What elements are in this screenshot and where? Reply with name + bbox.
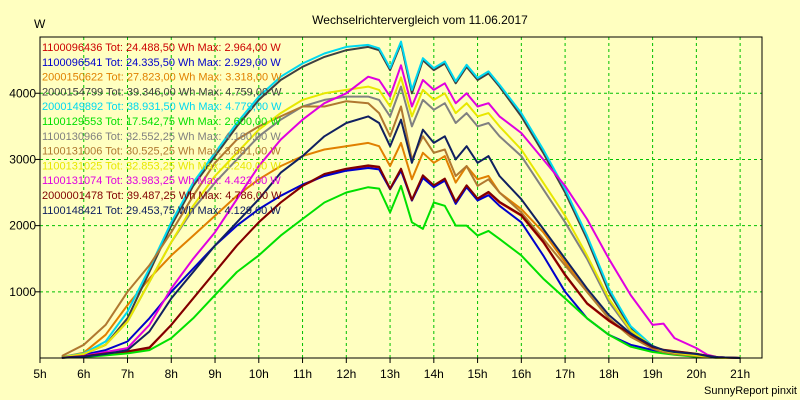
x-tick-label: 5h bbox=[33, 367, 46, 381]
plot-border bbox=[39, 36, 763, 359]
x-tick-label: 19h bbox=[643, 367, 663, 381]
x-tick-label: 13h bbox=[380, 367, 400, 381]
legend-entry: 1100130966 Tot: 32.552,25 Wh Max: 4.160,… bbox=[42, 131, 281, 143]
legend-entry: 2000154799 Tot: 39.346,00 Wh Max: 4.759,… bbox=[42, 86, 282, 98]
chart-title: Wechselrichtervergleich vom 11.06.2017 bbox=[312, 13, 528, 27]
x-tick-label: 14h bbox=[424, 367, 444, 381]
legend-entry: 1100131074 Tot: 33.983,25 Wh Max: 4.423,… bbox=[42, 175, 281, 187]
x-tick-label: 17h bbox=[555, 367, 575, 381]
legend-entry: 2000150622 Tot: 27.823,00 Wh Max: 3.318,… bbox=[42, 72, 282, 84]
y-tick-label: 2000 bbox=[9, 219, 36, 233]
legend-entry: 2000149892 Tot: 38.931,50 Wh Max: 4.779,… bbox=[42, 101, 282, 113]
series-line-1100129553 bbox=[61, 184, 741, 359]
y-axis-label: W bbox=[34, 17, 46, 31]
series-line-1100096541 bbox=[61, 167, 741, 359]
x-tick-label: 6h bbox=[77, 367, 90, 381]
y-tick-label: 1000 bbox=[9, 285, 36, 299]
series-line-1100131025 bbox=[61, 76, 741, 359]
series-line-1100131074 bbox=[61, 64, 741, 359]
x-tick-label: 8h bbox=[165, 367, 178, 381]
legend-entry: 1100096436 Tot: 24.488,50 Wh Max: 2.964,… bbox=[42, 42, 281, 54]
series-line-1100131006 bbox=[61, 100, 741, 359]
x-tick-label: 18h bbox=[599, 367, 619, 381]
legend-entry: 1100148421 Tot: 29.453,75 Wh Max: 4.129,… bbox=[42, 205, 281, 217]
legend-entry: 1100131006 Tot: 30.525,25 Wh Max: 3.881,… bbox=[42, 146, 281, 158]
plot-frame bbox=[39, 36, 763, 359]
series-line-1100148421 bbox=[61, 115, 741, 359]
x-tick-label: 10h bbox=[249, 367, 269, 381]
x-tick-label: 12h bbox=[336, 367, 356, 381]
x-tick-label: 15h bbox=[468, 367, 488, 381]
legend: 1100096436 Tot: 24.488,50 Wh Max: 2.964,… bbox=[42, 42, 282, 217]
y-tick-label: 3000 bbox=[9, 152, 36, 166]
credit-text: SunnyReport pinxit bbox=[704, 385, 797, 397]
series-lines bbox=[61, 40, 741, 359]
x-tick-label: 9h bbox=[208, 367, 221, 381]
x-axis: 5h 6h 7h 8h 9h 10h 11h 12h 13h 14h 15h 16h 17h 18h 19h… bbox=[33, 358, 750, 381]
grid bbox=[40, 37, 762, 358]
x-tick-label: 7h bbox=[121, 367, 134, 381]
series-line-2000149892 bbox=[61, 40, 741, 359]
legend-entry: 2000001478 Tot: 39.487,25 Wh Max: 4.786,… bbox=[42, 190, 282, 202]
y-axis: 1000 2000 3000 4000 bbox=[9, 86, 40, 299]
legend-entry: 1100096541 Tot: 24.335,50 Wh Max: 2.929,… bbox=[42, 57, 281, 69]
x-tick-label: 20h bbox=[686, 367, 706, 381]
x-tick-label: 21h bbox=[730, 367, 750, 381]
legend-entry: 1100131025 Tot: 32.853,25 Wh Max: 4.240,… bbox=[42, 160, 281, 172]
legend-entry: 1100129553 Tot: 17.542,75 Wh Max: 2.600,… bbox=[42, 116, 281, 128]
x-tick-label: 16h bbox=[511, 367, 531, 381]
x-tick-label: 11h bbox=[293, 367, 312, 381]
y-tick-label: 4000 bbox=[9, 86, 36, 100]
